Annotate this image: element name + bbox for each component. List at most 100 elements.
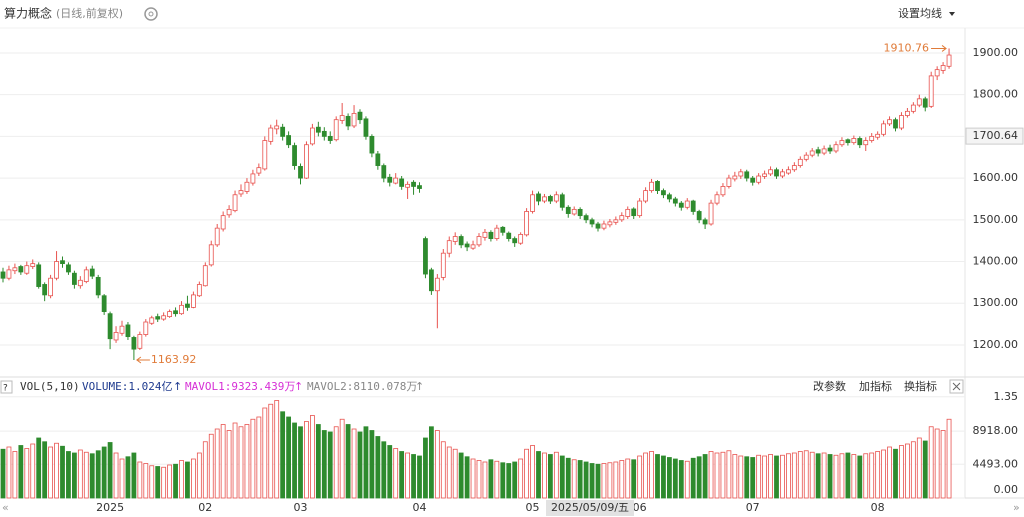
volume-bar [922,440,928,499]
candle-body [756,175,762,183]
candle-body [726,177,732,187]
candle-body [101,295,107,312]
volume-bar [321,430,327,499]
volume-bar [77,449,83,499]
settings-icon[interactable] [144,7,158,21]
volume-bar [274,400,280,499]
candle-body [30,263,36,267]
candle-body [571,208,577,215]
volume-bar [405,452,411,499]
volume-bar [369,430,375,499]
volume-bar [940,430,946,499]
scroll-left[interactable]: « [2,501,9,514]
candle-body [345,115,351,127]
volume-bar [553,451,559,499]
candle-body [399,178,405,187]
help-button[interactable] [0,380,13,394]
candle-body [196,284,202,297]
candle-body [684,200,690,208]
candle-body [619,215,625,221]
arrow: ↑ [294,380,303,393]
volume-bar [185,461,190,499]
candle-body [702,219,708,225]
candle-body [60,260,65,265]
x-tick-label: 2025 [96,501,124,514]
x-tick-label: 07 [746,501,760,514]
candle-body [893,119,898,129]
candle-body [780,171,785,177]
candle-body [107,313,113,340]
candle-body [786,169,791,174]
volume-bar [470,458,476,499]
candle-body [649,181,654,192]
candle-body [565,206,571,214]
candle-body [643,190,648,202]
volume-bar [95,450,101,499]
volume-bar [720,451,726,499]
indicator-button[interactable]: 改参数 [813,379,846,393]
volume-bar [637,455,643,499]
scroll-right[interactable]: » [1013,501,1020,514]
volume-bar [387,445,393,499]
volume-bar [327,431,333,499]
candle-body [553,194,559,202]
arrow: ↑ [173,380,182,393]
volume-bar [315,424,321,499]
candle-body [12,267,18,272]
candle-body [36,264,42,287]
volume-bar [797,451,803,499]
y-tick-label: 1.35 [994,390,1019,403]
candle-body [464,243,470,248]
candle-body [119,325,125,334]
candle-body [113,332,119,341]
candle-body [452,236,458,242]
volume-bar [571,459,577,499]
date-tag-label: 2025/05/09/五 [551,501,629,514]
volume-bar [190,458,196,499]
volume-bar [905,443,910,499]
volume-bar [613,461,619,499]
volume-bar [292,422,297,499]
volume-bar [196,452,202,499]
volume-bar [345,424,351,499]
candle-body [214,227,220,246]
volume-bar [542,452,547,499]
volume-bar [530,445,535,499]
volume-bar [202,441,208,499]
candle-body [434,277,440,292]
volume-bar [440,441,446,499]
volume-bar [667,457,672,499]
volume-label: VOLUME:1.024亿 [82,380,172,393]
volume-bar [738,455,744,499]
volume-bar [934,428,940,499]
volume-bar [607,462,613,499]
dropdown-arrow [949,12,955,16]
candle-body [387,176,393,183]
candle-body [839,140,845,146]
candle-body [934,69,940,77]
volume-bar [72,452,77,499]
arrow: ↑ [415,380,424,393]
volume-bar [518,458,524,499]
candle-body [863,140,869,146]
indicator-button[interactable]: 换指标 [904,379,937,393]
volume-bar [684,460,690,499]
candle-body [42,284,48,296]
volume-bar [351,428,357,499]
indicator-button[interactable]: 加指标 [859,379,892,393]
volume-bar [6,446,12,499]
candle-body [18,266,24,273]
volume-bar [577,460,583,499]
low-arrow [136,356,150,364]
candle-body [155,316,161,320]
candle-body [66,264,71,273]
candle-body [833,144,839,152]
volume-bar [756,454,762,499]
candle-body [631,208,637,217]
candle-body [446,240,452,254]
candle-body [286,135,292,146]
volume-bar [565,457,571,499]
chart-title: 算力概念 [4,6,52,21]
candle-body [309,127,315,145]
ma-settings[interactable]: 设置均线 [898,6,942,20]
